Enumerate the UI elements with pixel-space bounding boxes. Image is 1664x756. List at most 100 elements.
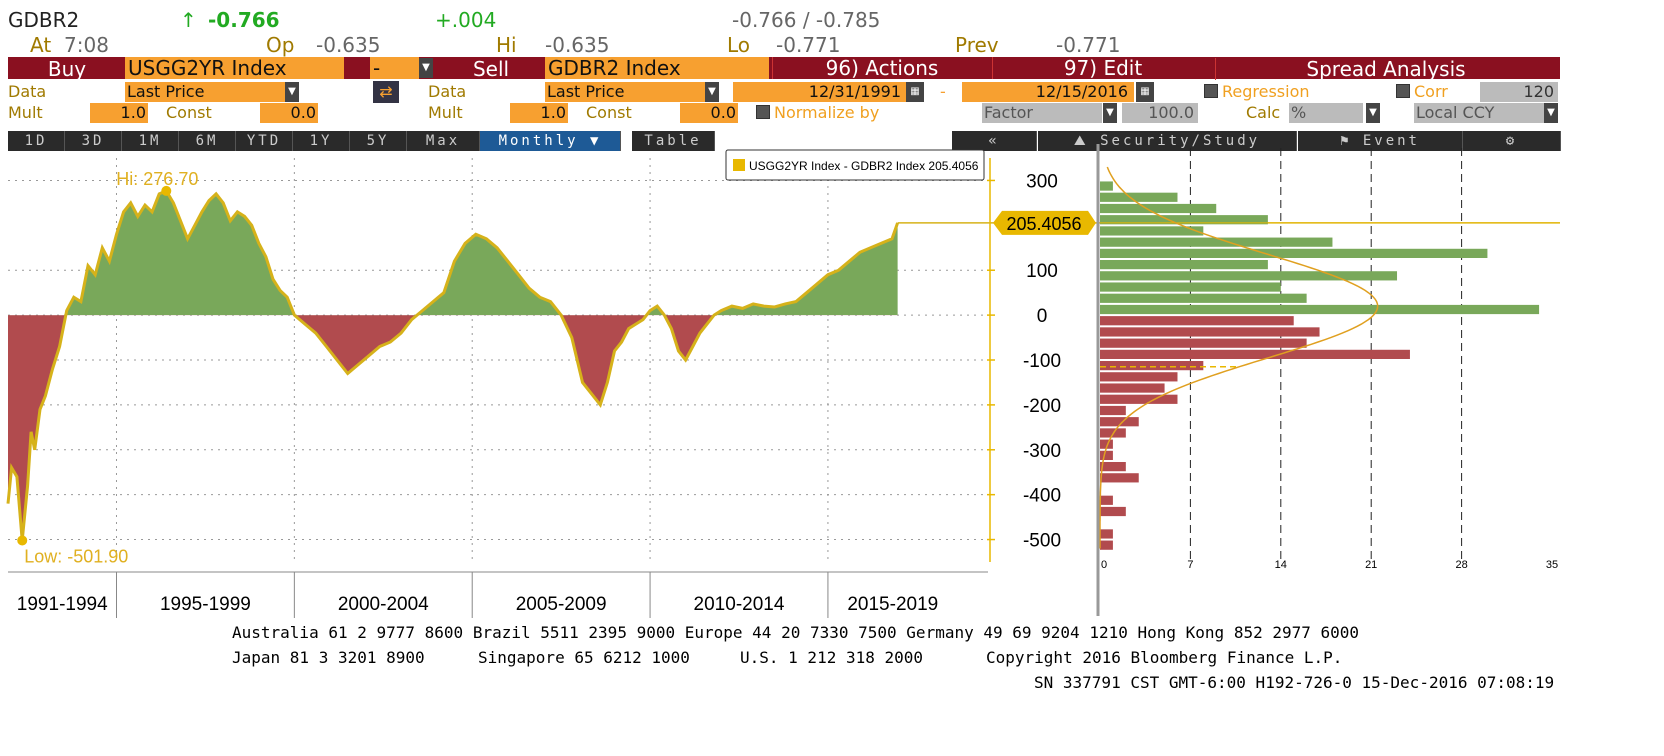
start-date-field[interactable]: 12/31/1991 (733, 82, 907, 102)
corr-label: Corr (1414, 82, 1448, 101)
ticker: GDBR2 (8, 8, 80, 32)
factor-field[interactable]: Factor (982, 103, 1102, 123)
start-calendar-icon[interactable]: ▦ (906, 82, 924, 102)
y-tick-label: 300 (1026, 171, 1058, 192)
spread-line (6, 189, 900, 541)
high-value: -0.635 (545, 33, 610, 57)
data2-dropdown-icon[interactable]: ▼ (705, 82, 719, 102)
prev-label: Prev (955, 33, 999, 57)
hist-bar (1100, 304, 1540, 315)
hist-bar (1100, 226, 1204, 236)
hist-bar (1100, 473, 1139, 483)
regression-label: Regression (1222, 82, 1310, 101)
edit-menu[interactable]: 97) Edit (992, 57, 1213, 79)
x-axis-category-labels: 1991-1994 1995-1999 2000-2004 2005-2009 2010… (17, 594, 938, 615)
y-tick-label: -400 (1023, 486, 1061, 507)
security2-field[interactable]: GDBR2 Index (545, 57, 769, 79)
spread-analysis-title: Spread Analysis (1215, 58, 1556, 80)
flag-icon: ⚑ (1339, 133, 1363, 149)
mult-label-1: Mult (8, 103, 43, 122)
period-5y[interactable]: 5Y (350, 131, 407, 151)
table-button[interactable]: Table (632, 131, 715, 151)
data-field-1[interactable]: Last Price (125, 82, 285, 102)
swap-icon[interactable]: ⇄ (373, 81, 399, 103)
const-field-1[interactable]: 0.0 (260, 103, 318, 123)
calc-label: Calc (1246, 103, 1281, 122)
legend-swatch (733, 159, 745, 171)
period-1m[interactable]: 1M (122, 131, 179, 151)
hist-bar (1100, 450, 1113, 460)
high-marker (161, 185, 172, 196)
end-date-field[interactable]: 12/15/2016 (962, 82, 1134, 102)
normalize-checkbox[interactable]: Normalize by (756, 103, 879, 123)
period-1d[interactable]: 1D (8, 131, 65, 151)
collapse-back-button[interactable]: « (952, 131, 1037, 151)
buy-button[interactable]: Buy (47, 57, 87, 81)
currency-dropdown-icon[interactable]: ▼ (1544, 103, 1558, 123)
actions-menu[interactable]: 96) Actions (772, 57, 991, 79)
at-label: At (30, 33, 52, 57)
factor-dropdown-icon[interactable]: ▼ (1103, 103, 1117, 123)
hist-bar (1100, 372, 1178, 382)
footer-us: U.S. 1 212 318 2000 (740, 648, 924, 667)
date-range-dash: - (940, 82, 946, 101)
security-study-button[interactable]: ⛰ Security/Study (1038, 131, 1297, 151)
period-3d[interactable]: 3D (65, 131, 122, 151)
hist-bar (1100, 338, 1307, 348)
footer-contacts-line1: Australia 61 2 9777 8600 Brazil 5511 239… (232, 623, 1360, 642)
hist-bar (1100, 248, 1488, 258)
data1-dropdown-icon[interactable]: ▼ (285, 82, 299, 102)
chart-area: 0 7 14 21 28 35 300 100 0 -100 -200 -300 -400 -500 20… (6, 144, 1560, 618)
high-label: Hi (496, 33, 517, 57)
up-arrow-icon: ↑ (180, 8, 197, 32)
sell-button[interactable]: Sell (472, 57, 510, 81)
regression-checkbox[interactable]: Regression (1204, 82, 1310, 102)
hist-bar (1100, 349, 1410, 359)
y-tick-label: 0 (1037, 306, 1048, 327)
footer-singapore: Singapore 65 6212 1000 (478, 648, 690, 667)
hist-bar (1100, 383, 1165, 393)
hist-bar (1100, 439, 1113, 449)
mult-field-1[interactable]: 1.0 (90, 103, 148, 123)
hist-bar (1100, 282, 1281, 292)
hist-bar (1100, 361, 1204, 371)
calc-dropdown-icon[interactable]: ▼ (1366, 103, 1380, 123)
period-max[interactable]: Max (407, 131, 480, 151)
operator-dropdown-icon[interactable]: ▼ (419, 58, 433, 78)
calc-field[interactable]: % (1289, 103, 1363, 123)
hist-bar (1100, 540, 1113, 550)
x-category-label: 1991-1994 (17, 594, 108, 615)
period-1y[interactable]: 1Y (293, 131, 350, 151)
end-calendar-icon[interactable]: ▦ (1136, 82, 1154, 102)
hist-tick-label: 0 (1101, 559, 1107, 571)
legend-label: USGG2YR Index - GDBR2 Index 205.4056 (749, 159, 979, 173)
period-6m[interactable]: 6M (179, 131, 236, 151)
hist-bar (1100, 181, 1113, 191)
spread-operator-field[interactable]: - (370, 57, 419, 79)
negative-area (8, 315, 715, 541)
corr-checkbox[interactable]: Corr (1396, 82, 1448, 102)
low-label: Low: -501.90 (24, 546, 128, 566)
hist-bar (1100, 293, 1307, 303)
mult-field-2[interactable]: 1.0 (510, 103, 568, 123)
settings-gear-icon[interactable]: ⚙ (1463, 131, 1561, 151)
security1-field[interactable]: USGG2YR Index (125, 57, 344, 79)
corr-window-field[interactable]: 120 (1480, 82, 1558, 102)
period-ytd[interactable]: YTD (236, 131, 293, 151)
hist-tick-label: 7 (1187, 559, 1193, 571)
event-button[interactable]: ⚑ Event (1298, 131, 1463, 151)
const-field-2[interactable]: 0.0 (680, 103, 738, 123)
const-label-2: Const (586, 103, 632, 122)
data-field-2[interactable]: Last Price (545, 82, 705, 102)
y-tick-label: -300 (1023, 441, 1061, 462)
const-label-1: Const (166, 103, 212, 122)
normal-distribution-curve (1099, 166, 1379, 549)
factor-value-field[interactable]: 100.0 (1122, 103, 1198, 123)
event-label: Event (1362, 133, 1420, 149)
x-category-label: 2000-2004 (338, 594, 429, 615)
frequency-dropdown[interactable]: Monthly ▼ (480, 131, 621, 151)
last-price: -0.766 (208, 8, 280, 32)
hist-tick-label: 35 (1546, 559, 1558, 571)
low-marker (17, 535, 28, 546)
currency-field[interactable]: Local CCY (1414, 103, 1544, 123)
